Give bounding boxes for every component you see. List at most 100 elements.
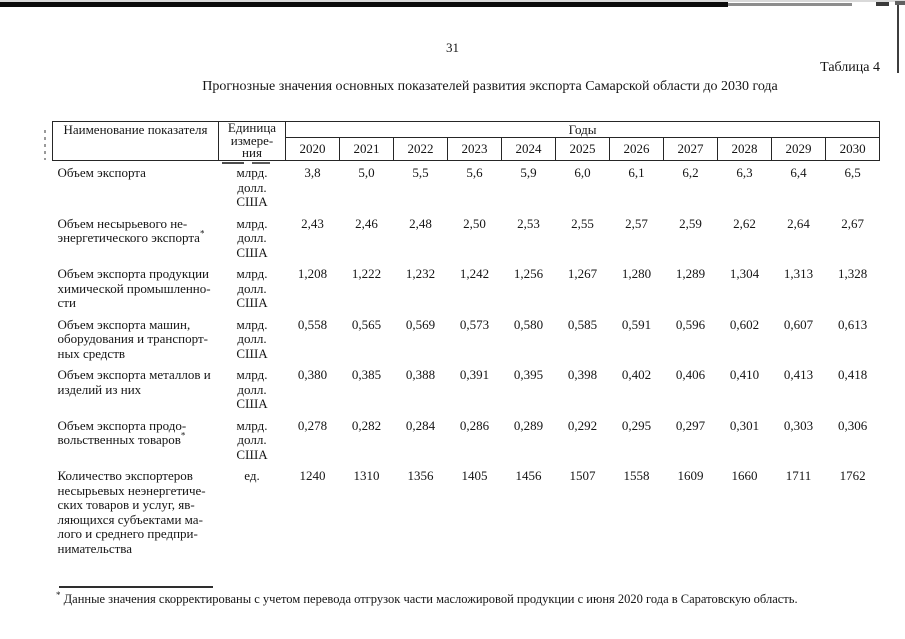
unit-cell: млрд. долл. США: [236, 215, 268, 260]
year-header-2021: 2021: [339, 137, 394, 161]
value-cell: 1609: [677, 468, 704, 483]
scan-mark-smudge: [222, 162, 244, 164]
value-cell: 1,267: [567, 266, 598, 281]
value-cell: 6,0: [574, 165, 591, 180]
value-cell: 5,5: [412, 165, 429, 180]
year-header-2023: 2023: [447, 137, 502, 161]
value-cell: 1,222: [351, 266, 382, 281]
indicator-name: Объем экспорта машин, оборудования и тран…: [57, 316, 208, 361]
table-row: Объем экспорта продукции химической промы…: [53, 266, 880, 318]
value-cell: 0,602: [729, 316, 760, 332]
value-cell: 1660: [731, 468, 758, 483]
unit-cell: ед.: [244, 468, 260, 483]
scan-mark-ticks: [44, 130, 46, 160]
footnote-text: * Данные значения скорректированы с учет…: [56, 590, 886, 607]
value-cell: 1356: [407, 468, 434, 483]
table-row: Объем экспорта млрд. долл. США 3,8 5,0 5,5 5,6 5…: [53, 161, 880, 217]
value-cell: 0,303: [783, 417, 814, 433]
value-cell: 2,50: [463, 215, 486, 231]
value-cell: 2,46: [355, 215, 378, 231]
footnote-marker: *: [180, 430, 186, 441]
value-cell: 2,59: [679, 215, 702, 231]
page-number: 31: [446, 40, 459, 55]
indicator-name: Объем несырьевого не-энергетического экс…: [57, 215, 205, 245]
value-cell: 2,48: [409, 215, 432, 231]
value-cell: 1,304: [729, 266, 760, 281]
year-header-2024: 2024: [501, 137, 556, 161]
value-cell: 0,385: [351, 367, 382, 382]
value-cell: 6,4: [790, 165, 807, 180]
value-cell: 0,286: [459, 417, 490, 433]
scan-mark-smudge: [252, 162, 270, 164]
value-cell: 1310: [353, 468, 380, 483]
unit-cell: млрд. долл. США: [236, 316, 268, 361]
value-cell: 1456: [515, 468, 542, 483]
value-cell: 1,280: [621, 266, 652, 281]
value-cell: 1,242: [459, 266, 490, 281]
indicator-name: Объем экспорта: [57, 165, 146, 180]
scan-mark-dash: [895, 1, 905, 5]
value-cell: 0,292: [567, 417, 598, 433]
value-cell: 1,256: [513, 266, 544, 281]
value-cell: 0,585: [567, 316, 598, 332]
years-group-header: Годы: [284, 121, 881, 138]
unit-cell: млрд. долл. США: [236, 417, 268, 462]
year-header-2026: 2026: [609, 137, 664, 161]
value-cell: 3,8: [304, 165, 321, 180]
header-row-years: 2020 2021 2022 2023 2024 2025 2026 2027 2028 2029…: [53, 137, 881, 161]
year-header-2025: 2025: [555, 137, 610, 161]
value-cell: 2,62: [733, 215, 756, 231]
header-row-groups: Наименование показателя Единица измере- …: [52, 121, 881, 161]
footnote-marker: *: [199, 228, 205, 239]
value-cell: 1405: [461, 468, 488, 483]
indicator-name: Объем экспорта продо-вольственных товаро…: [57, 417, 187, 447]
value-cell: 2,64: [787, 215, 810, 231]
value-cell: 0,565: [351, 316, 382, 332]
unit-cell: млрд. долл. США: [236, 165, 268, 209]
value-cell: 6,2: [682, 165, 699, 180]
value-cell: 0,398: [567, 367, 598, 382]
value-cell: 2,57: [625, 215, 648, 231]
value-cell: 1762: [839, 468, 866, 483]
footnote-separator: [59, 586, 213, 588]
value-cell: 0,388: [405, 367, 436, 382]
value-cell: 0,613: [837, 316, 868, 332]
value-cell: 1240: [299, 468, 326, 483]
value-cell: 1507: [569, 468, 596, 483]
value-cell: 1,313: [783, 266, 814, 281]
indicator-name: Объем экспорта металлов и изделий из них: [57, 367, 211, 397]
value-cell: 0,573: [459, 316, 490, 332]
value-cell: 0,596: [675, 316, 706, 332]
value-cell: 1,289: [675, 266, 706, 281]
value-cell: 6,5: [844, 165, 861, 180]
indicator-name: Количество экспортеров несырьевых неэнерг…: [57, 468, 206, 556]
year-header-2029: 2029: [771, 137, 826, 161]
value-cell: 0,410: [729, 367, 760, 382]
value-cell: 0,591: [621, 316, 652, 332]
value-cell: 6,1: [628, 165, 645, 180]
value-cell: 0,295: [621, 417, 652, 433]
table-label: Таблица 4: [820, 60, 880, 75]
value-cell: 0,289: [513, 417, 544, 433]
year-header-2028: 2028: [717, 137, 772, 161]
value-cell: 2,55: [571, 215, 594, 231]
table-row: Объем экспорта машин, оборудования и тран…: [53, 316, 880, 369]
value-cell: 2,43: [301, 215, 324, 231]
scan-edge-top-light: [0, 0, 905, 2]
value-cell: 2,53: [517, 215, 540, 231]
value-cell: 0,278: [297, 417, 328, 433]
unit-cell: млрд. долл. США: [236, 266, 268, 310]
value-cell: 0,391: [459, 367, 490, 382]
unit-header-line: измере-: [230, 132, 274, 148]
value-cell: 5,6: [466, 165, 483, 180]
value-cell: 1,208: [297, 266, 328, 281]
value-cell: 0,297: [675, 417, 706, 433]
scan-edge-top-thin: [728, 3, 852, 6]
unit-column-header: Единица измере- ния: [218, 121, 286, 161]
value-cell: 1,328: [837, 266, 868, 281]
value-cell: 0,607: [783, 316, 814, 332]
year-header-2020: 2020: [285, 137, 340, 161]
value-cell: 0,380: [297, 367, 328, 382]
year-header-2022: 2022: [393, 137, 448, 161]
